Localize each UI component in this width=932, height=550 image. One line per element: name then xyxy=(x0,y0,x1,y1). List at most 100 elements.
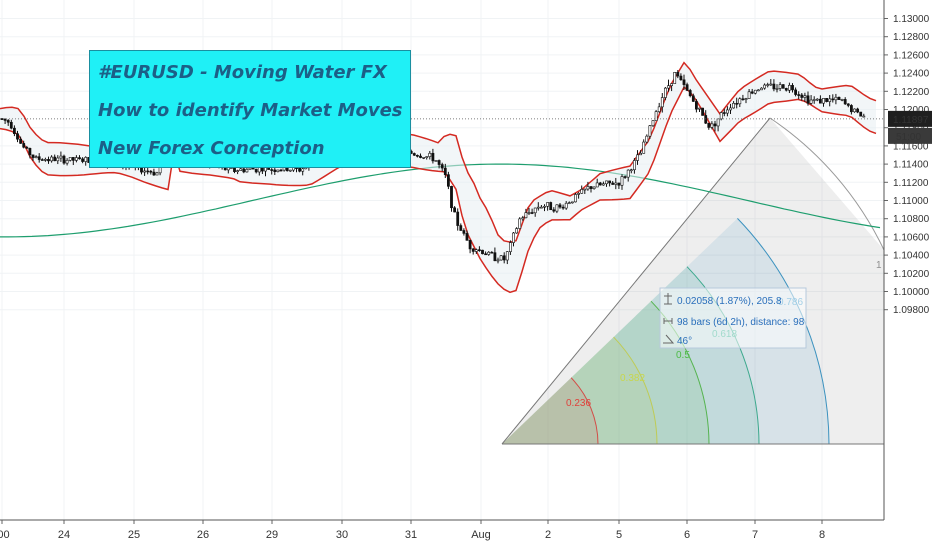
fib-sector-0.5 xyxy=(502,301,709,444)
candle-body xyxy=(43,159,47,161)
candle-body xyxy=(642,141,646,154)
candle-body xyxy=(34,156,38,158)
measure-price-range: 0.02058 (1.87%), 205.8 xyxy=(677,296,782,307)
y-tick-label: 1.12600 xyxy=(893,50,930,61)
candle-body xyxy=(679,75,683,81)
candle-body xyxy=(704,115,708,124)
candle-body xyxy=(601,183,605,186)
candle-body xyxy=(862,115,866,118)
candle-body xyxy=(834,96,838,101)
candle-body xyxy=(620,176,624,186)
y-tick-label: 1.12200 xyxy=(893,87,930,98)
y-tick-label: 1.11000 xyxy=(893,196,929,207)
candle-body xyxy=(78,157,81,160)
candle-body xyxy=(254,168,258,173)
candle-body xyxy=(667,85,670,89)
candle-body xyxy=(716,118,720,127)
candle-body xyxy=(6,120,10,123)
candle-body xyxy=(760,87,763,91)
candle-body xyxy=(589,186,593,189)
bar-range-icon xyxy=(663,318,673,324)
candle-body xyxy=(784,88,788,91)
candle-body xyxy=(524,212,528,219)
candle-body xyxy=(750,91,754,94)
candle-body xyxy=(422,157,426,159)
candle-body xyxy=(19,138,23,144)
candle-body xyxy=(803,95,807,98)
candle-body xyxy=(301,168,305,172)
x-tick-label: 24 xyxy=(58,529,70,541)
measure-tooltip: 0.02058 (1.87%), 205.8 98 bars (6d 2h), d… xyxy=(659,287,807,349)
title-line-2: How to identify Market Moves xyxy=(98,100,403,121)
candle-body xyxy=(16,133,19,140)
candle-body xyxy=(772,83,776,90)
last-price-badge xyxy=(888,110,932,127)
candle-body xyxy=(412,153,416,156)
candle-body xyxy=(843,99,847,105)
candle-body xyxy=(710,123,714,128)
candle-body xyxy=(474,249,478,252)
candle-body xyxy=(654,111,658,121)
candle-body xyxy=(676,72,680,77)
candle-body xyxy=(673,72,677,84)
candle-body xyxy=(812,99,816,101)
candle-body xyxy=(840,99,844,101)
candle-body xyxy=(437,160,441,165)
candle-body xyxy=(505,251,509,261)
candle-body xyxy=(744,98,748,100)
candle-body xyxy=(236,170,240,172)
candle-body xyxy=(270,169,274,171)
candle-body xyxy=(818,98,822,104)
candle-body xyxy=(25,146,29,149)
candle-body xyxy=(825,98,829,102)
measure-bar-range: 98 bars (6d 2h), distance: 98 xyxy=(677,317,805,328)
candle-body xyxy=(533,207,537,214)
candle-body xyxy=(682,79,686,85)
measure-angle: 46° xyxy=(677,336,692,347)
title-line-1: #EURUSD - Moving Water FX xyxy=(98,62,387,83)
candle-body xyxy=(521,217,525,220)
candle-body xyxy=(688,90,692,97)
candle-body xyxy=(564,202,568,209)
fib-level-label: 0.5 xyxy=(676,350,690,361)
candle-body xyxy=(738,98,742,105)
y-tick-label: 1.11600 xyxy=(893,141,929,152)
candle-body xyxy=(431,152,435,162)
candle-body xyxy=(747,91,751,99)
x-tick-label: 31 xyxy=(405,529,417,541)
candle-body xyxy=(50,156,54,162)
candle-body xyxy=(288,169,292,172)
x-tick-label: 6 xyxy=(684,529,690,541)
candle-body xyxy=(468,240,472,250)
y-tick-label: 1.10200 xyxy=(893,269,930,280)
candle-body xyxy=(37,156,41,160)
fib-arc-0.382 xyxy=(613,336,658,445)
candle-body xyxy=(595,182,599,188)
candle-body xyxy=(465,233,469,241)
candle-body xyxy=(614,182,618,185)
candle-body xyxy=(515,228,519,234)
bollinger-lower xyxy=(0,86,877,294)
y-tick-label: 1.10000 xyxy=(893,287,930,298)
candle-body xyxy=(781,84,785,89)
candle-body xyxy=(536,206,540,209)
candle-body xyxy=(0,118,4,120)
candle-body xyxy=(9,121,13,129)
candle-body xyxy=(648,125,652,137)
candle-body xyxy=(691,95,695,102)
candle-body xyxy=(415,154,419,157)
y-tick-label: 1.10800 xyxy=(893,214,930,225)
y-tick-label: 1.12800 xyxy=(893,32,930,43)
x-tick-label: :00 xyxy=(0,529,10,541)
candle-body xyxy=(31,154,35,158)
fib-level-label: 0.236 xyxy=(566,398,591,409)
candle-body xyxy=(791,85,794,91)
candle-body xyxy=(499,255,503,261)
candle-body xyxy=(598,182,602,186)
candle-body xyxy=(577,192,581,195)
candle-body xyxy=(65,160,69,164)
candle-body xyxy=(28,147,32,156)
fib-arc-0.236 xyxy=(570,377,599,445)
